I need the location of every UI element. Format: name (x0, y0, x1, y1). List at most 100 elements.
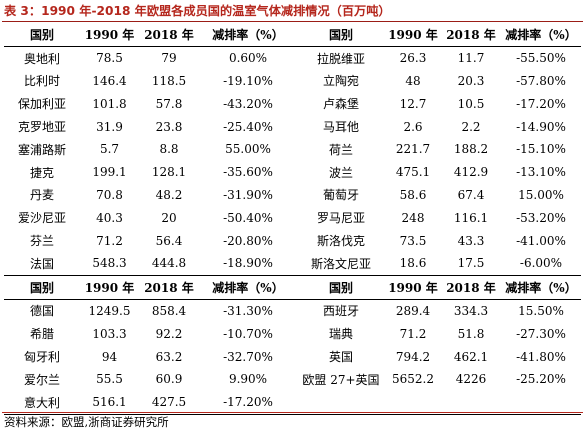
left-value-2018-cell: 427.5 (151, 395, 187, 410)
right-reduction-rate-header: 减排率（%） (505, 27, 577, 42)
right-year-2018-header: 2018 年 (446, 280, 496, 295)
left-value-1990-cell: 146.4 (92, 73, 127, 88)
left-country-cell: 丹麦 (29, 188, 54, 203)
left-value-2018-cell: 128.1 (151, 165, 187, 180)
right-value-2018-cell: 462.1 (453, 349, 489, 364)
right-country-cell: 英国 (328, 350, 353, 365)
right-value-1990-cell: 71.2 (399, 326, 427, 341)
left-value-1990-cell: 70.8 (96, 187, 123, 202)
left-country-cell: 奥地利 (23, 51, 60, 66)
left-reduction-rate-cell: -10.70% (223, 326, 273, 341)
repeated-header-row: 国别 1990 年 2018 年减排率（%） 国别 1990 年 2018 年减排率（%） (4, 275, 581, 300)
right-year-2018-header: 2018 年 (446, 27, 496, 42)
header-row: 国别 1990 年 2018 年减排率（%） 国别 1990 年 2018 年减排率（%） (4, 23, 581, 47)
right-value-2018-cell: 10.5 (457, 96, 485, 111)
right-country-cell: 斯洛文尼亚 (310, 256, 371, 271)
right-value-1990-cell: 289.4 (395, 303, 431, 318)
table-title: 表 3：1990 年-2018 年欧盟各成员国的温室气体减排情况（百万吨） (4, 4, 391, 18)
right-country-cell: 斯洛伐克 (316, 234, 365, 249)
right-reduction-rate-cell: -25.20% (516, 372, 566, 387)
right-year-1990-header: 1990 年 (388, 280, 438, 295)
right-value-1990-cell: 221.7 (395, 142, 431, 157)
right-value-1990-cell: 475.1 (395, 165, 431, 180)
left-reduction-rate-cell: -17.20% (223, 395, 273, 410)
left-reduction-rate-cell: -35.60% (223, 165, 273, 180)
left-value-1990-cell: 1249.5 (88, 303, 131, 318)
left-value-1990-cell: 94 (101, 349, 118, 364)
left-country-cell: 希腊 (29, 327, 54, 342)
left-reduction-rate-cell: -32.70% (223, 349, 273, 364)
left-value-1990-cell: 55.5 (96, 372, 123, 387)
left-country-cell: 德国 (29, 304, 54, 319)
right-value-2018-cell: 67.4 (457, 187, 485, 202)
left-country-cell: 塞浦路斯 (17, 142, 66, 157)
left-value-2018-cell: 60.9 (155, 372, 183, 387)
right-value-1990-cell: 48 (405, 73, 421, 88)
left-value-1990-cell: 199.1 (92, 165, 127, 180)
right-country-cell: 拉脱维亚 (316, 51, 365, 66)
left-country-header: 国别 (29, 27, 54, 42)
right-country-cell: 罗马尼亚 (316, 211, 365, 226)
table-row: 希腊 103.3 92.2 -10.70% 瑞典 71.2 51.8 -27.30% (4, 322, 581, 345)
right-reduction-rate-cell: -13.10% (516, 165, 566, 180)
left-reduction-rate-cell: -43.20% (223, 96, 273, 111)
right-year-1990-header: 1990 年 (388, 27, 438, 42)
left-value-2018-cell: 79 (161, 51, 177, 66)
left-reduction-rate-header: 减排率（%） (212, 280, 284, 295)
left-country-cell: 比利时 (23, 74, 60, 89)
left-value-1990-cell: 71.2 (96, 233, 123, 248)
right-country-cell: 葡萄牙 (322, 188, 359, 203)
left-reduction-rate-cell: -20.80% (223, 233, 273, 248)
footer-rule (2, 412, 583, 413)
left-value-1990-cell: 5.7 (99, 142, 120, 157)
table-row: 捷克 199.1 128.1 -35.60% 波兰 475.1 412.9 -13.10% (4, 161, 581, 184)
left-value-2018-cell: 63.2 (155, 349, 183, 364)
right-value-1990-cell: 73.5 (399, 233, 427, 248)
left-value-1990-cell: 516.1 (92, 395, 127, 410)
left-reduction-rate-cell: -50.40% (223, 210, 273, 225)
table-row: 芬兰 71.2 56.4 -20.80% 斯洛伐克 73.5 43.3 -41.00% (4, 229, 581, 252)
left-country-cell: 芬兰 (29, 234, 54, 249)
right-value-2018-cell: 11.7 (457, 51, 485, 66)
table-row: 奥地利 78.5 79 0.60% 拉脱维亚 26.3 11.7 -55.50% (4, 46, 581, 69)
right-reduction-rate-cell: -17.20% (516, 96, 566, 111)
left-reduction-rate-cell: -25.40% (223, 119, 273, 134)
emissions-table: 国别 1990 年 2018 年减排率（%） 国别 1990 年 2018 年减排率（%）… (4, 23, 581, 415)
right-reduction-rate-cell: 15.00% (518, 187, 564, 202)
left-reduction-rate-header: 减排率（%） (212, 27, 284, 42)
right-reduction-rate-cell: 15.50% (518, 303, 564, 318)
left-reduction-rate-cell: 0.60% (228, 51, 268, 66)
right-country-cell: 西班牙 (322, 304, 359, 319)
left-reduction-rate-cell: 55.00% (225, 142, 271, 157)
right-country-header: 国别 (328, 27, 353, 42)
right-value-2018-cell: 20.3 (457, 73, 485, 88)
left-value-2018-cell: 23.8 (155, 119, 183, 134)
right-value-2018-cell: 412.9 (453, 165, 489, 180)
right-value-2018-cell: 4226 (455, 372, 487, 387)
right-value-2018-cell: 188.2 (453, 142, 489, 157)
left-reduction-rate-cell: -18.90% (223, 256, 273, 271)
left-value-1990-cell: 101.8 (92, 96, 127, 111)
left-year-2018-header: 2018 年 (144, 280, 194, 295)
left-value-1990-cell: 40.3 (96, 210, 123, 225)
left-reduction-rate-cell: 9.90% (228, 372, 268, 387)
right-reduction-rate-cell: -27.30% (516, 326, 566, 341)
right-country-cell: 立陶宛 (322, 74, 359, 89)
table-row: 爱尔兰 55.5 60.9 9.90% 欧盟 27+英国 5652.2 4226 -25.20… (4, 368, 581, 391)
right-reduction-rate-cell: -6.00% (519, 256, 563, 271)
left-country-cell: 意大利 (23, 395, 60, 410)
left-reduction-rate-cell: -31.90% (223, 187, 273, 202)
left-year-1990-header: 1990 年 (84, 27, 135, 42)
left-value-1990-cell: 31.9 (96, 119, 123, 134)
right-country-cell: 马耳他 (322, 120, 359, 135)
right-value-1990-cell: 12.7 (399, 96, 427, 111)
left-value-2018-cell: 8.8 (159, 142, 179, 157)
right-country-cell: 荷兰 (328, 142, 353, 157)
right-value-1990-cell: 18.6 (399, 256, 427, 271)
right-reduction-rate-cell: -15.10% (516, 142, 566, 157)
right-reduction-rate-cell (501, 391, 581, 414)
right-value-1990-cell: 58.6 (399, 187, 427, 202)
right-value-2018-cell: 51.8 (457, 326, 485, 341)
right-value-2018-cell: 2.2 (461, 119, 481, 134)
table-row: 比利时 146.4 118.5 -19.10% 立陶宛 48 20.3 -57.80% (4, 70, 581, 93)
